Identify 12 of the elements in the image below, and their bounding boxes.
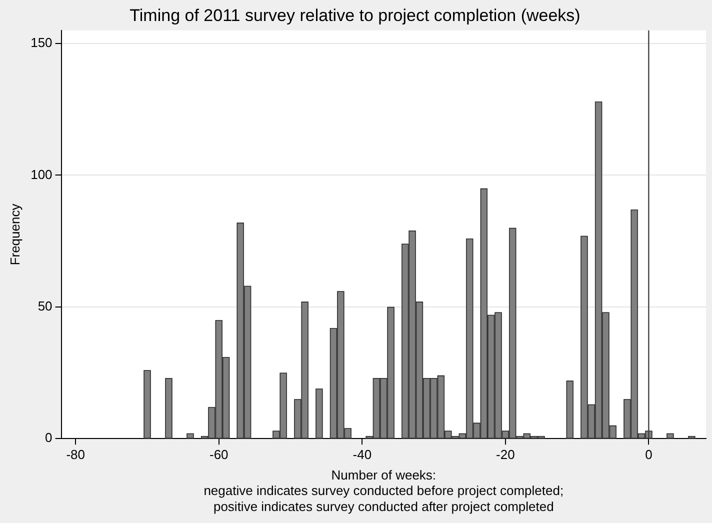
y-tick-label: 0 (45, 430, 52, 446)
y-axis-title: Frequency (7, 203, 22, 266)
chart-title: Timing of 2011 survey relative to project completion (weeks) (130, 6, 580, 25)
y-tick-label: 100 (30, 166, 52, 182)
x-tick-label: 0 (645, 446, 652, 462)
x-tick-label: -20 (496, 446, 515, 462)
y-tick-label: 50 (38, 298, 52, 314)
x-tick-label: -80 (66, 446, 86, 462)
x-axis-title: Number of weeks: negative indicates survey conducted before project completed; positive indicates survey conducted after project completed (204, 468, 564, 514)
x-tick-label: -60 (209, 446, 228, 462)
y-tick-label: 150 (30, 35, 52, 50)
x-tick-label: -40 (352, 446, 372, 462)
